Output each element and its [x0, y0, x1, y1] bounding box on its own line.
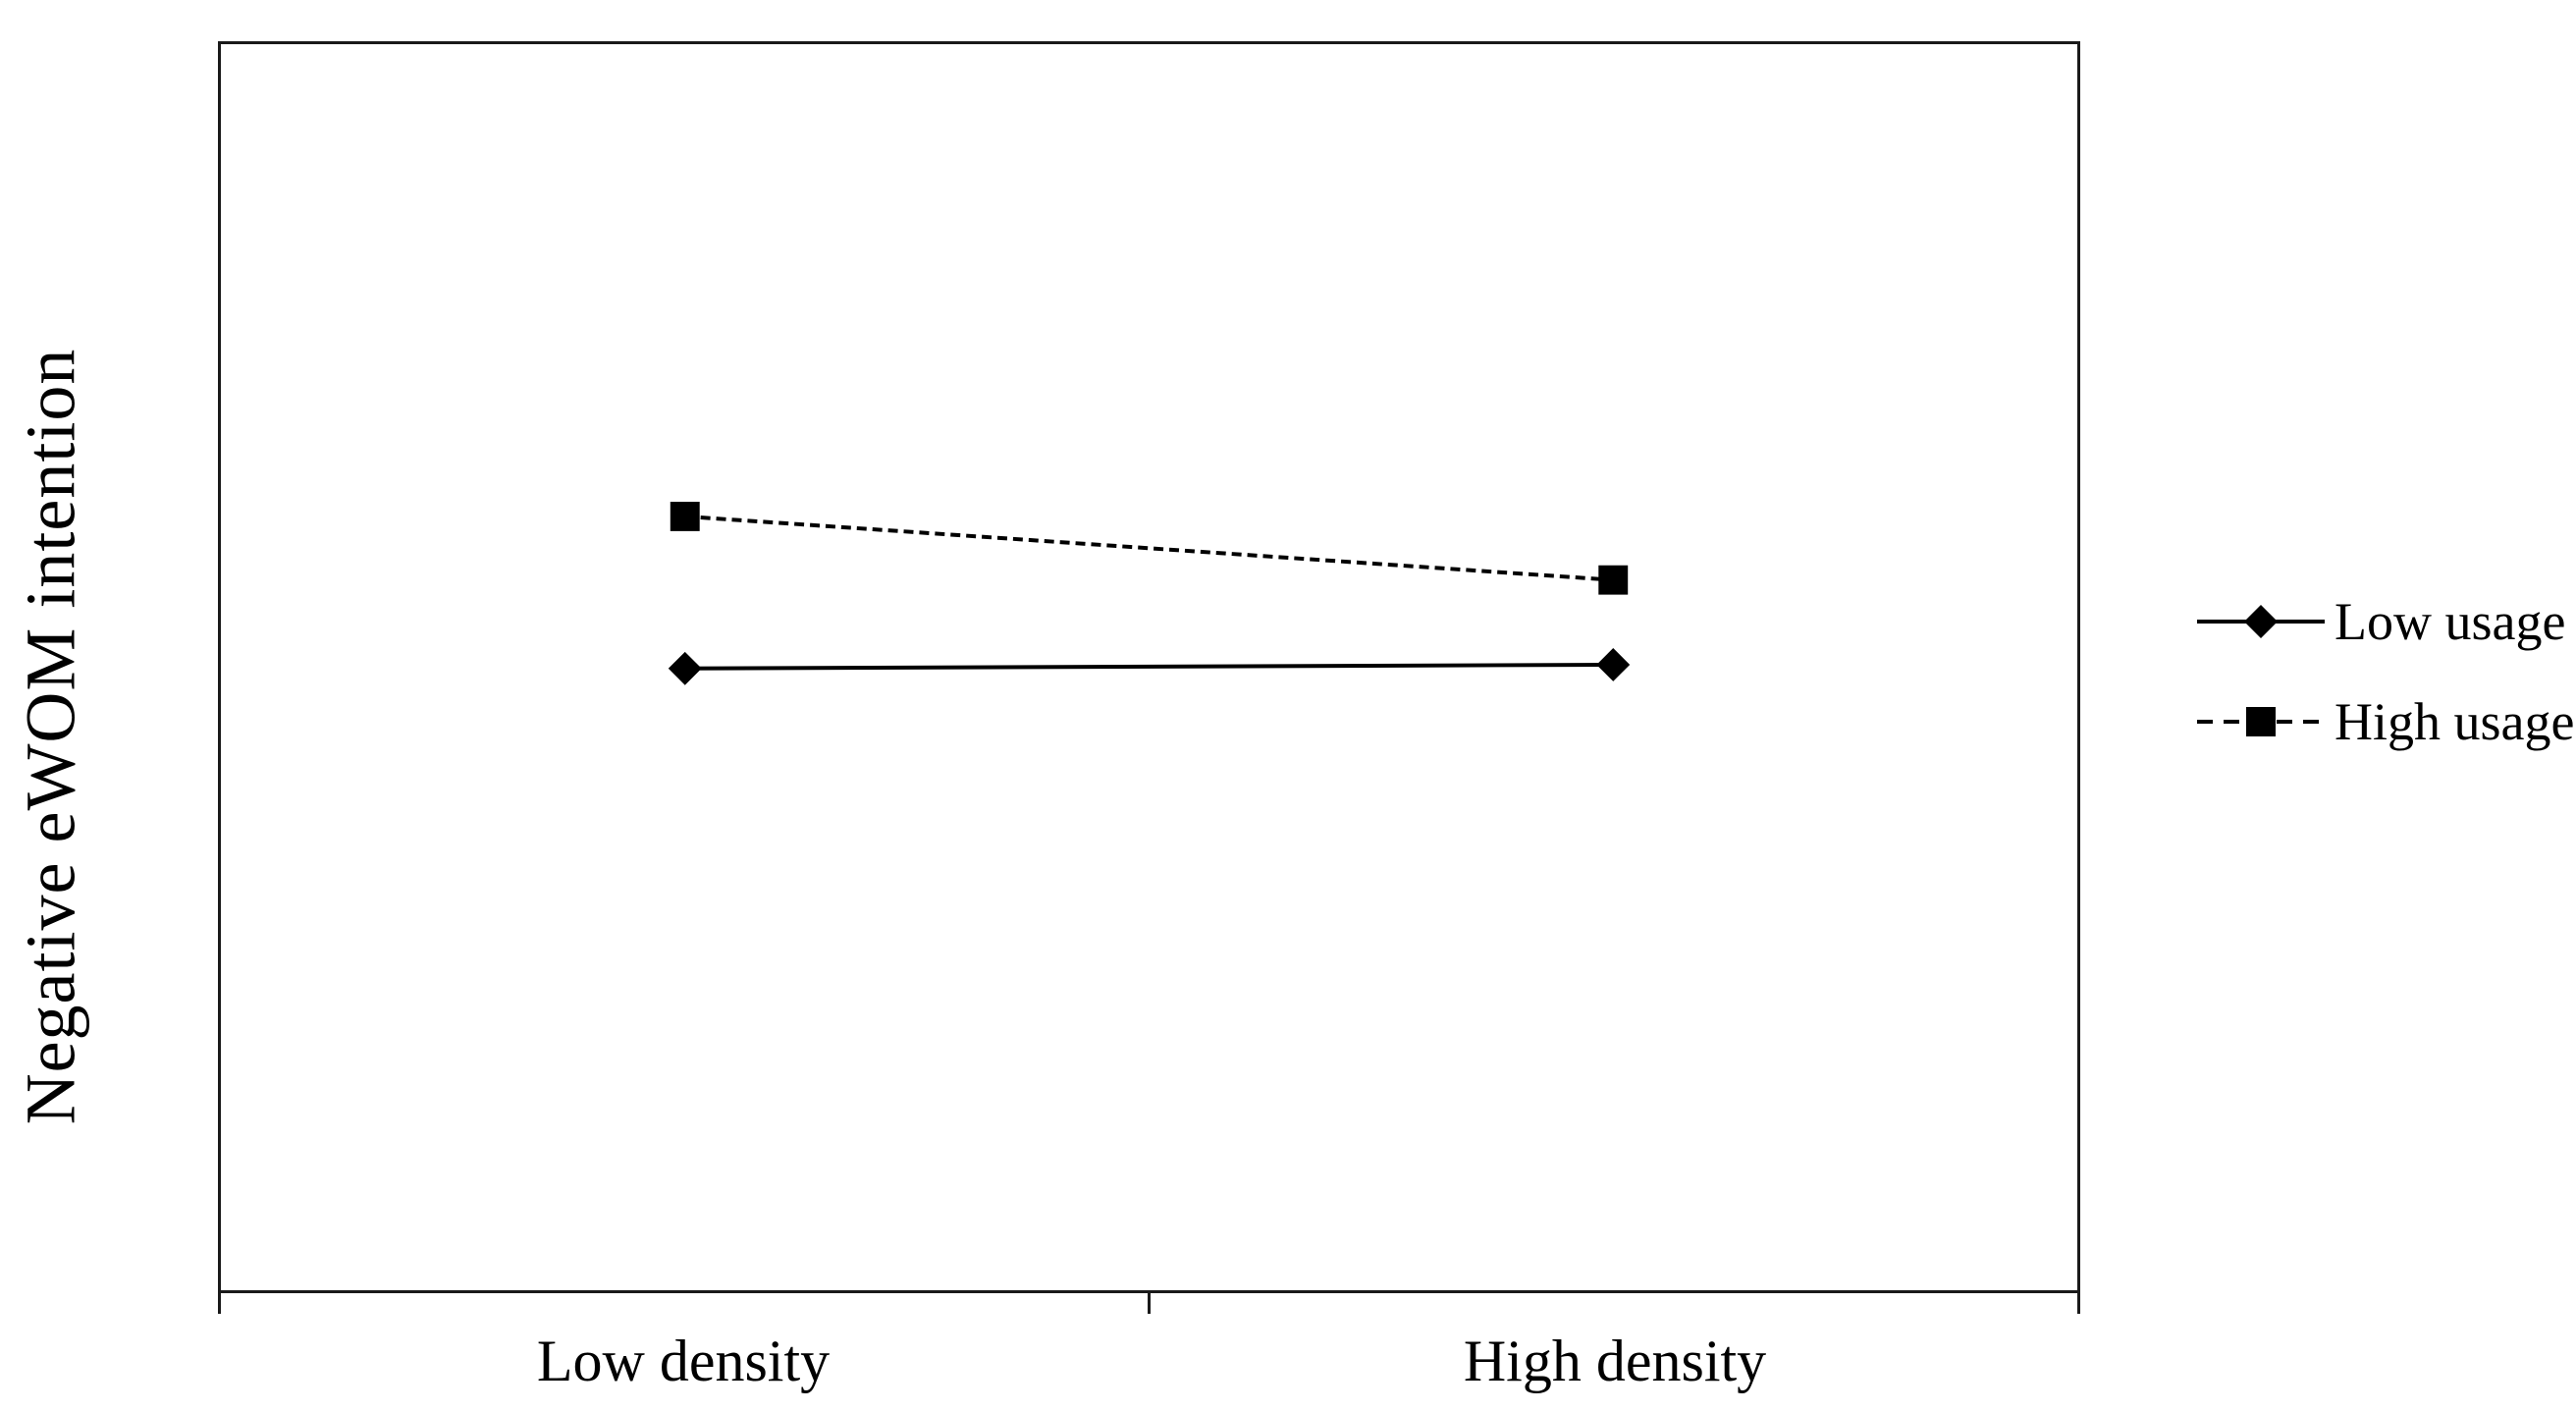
plot-area [218, 41, 2080, 1293]
legend-label-high-usage: High usage [2334, 692, 2575, 751]
x-tick-label-high-density: High density [1463, 1329, 1767, 1393]
legend-swatch-solid-diamond-icon [2197, 605, 2325, 638]
legend: Low usage High usage [2197, 590, 2574, 790]
x-axis-tick-left [218, 1290, 221, 1314]
x-tick-label-low-density: Low density [536, 1329, 831, 1393]
legend-item-high-usage: High usage [2197, 690, 2574, 753]
x-axis-tick-middle [1148, 1290, 1151, 1314]
legend-label-low-usage: Low usage [2334, 592, 2566, 651]
legend-swatch-dashed-square-icon [2197, 707, 2325, 736]
legend-item-low-usage: Low usage [2197, 590, 2574, 653]
plot-canvas [668, 502, 1631, 685]
x-axis-tick-right [2077, 1290, 2080, 1314]
y-axis-title: Negative eWOM intention [11, 348, 90, 1125]
